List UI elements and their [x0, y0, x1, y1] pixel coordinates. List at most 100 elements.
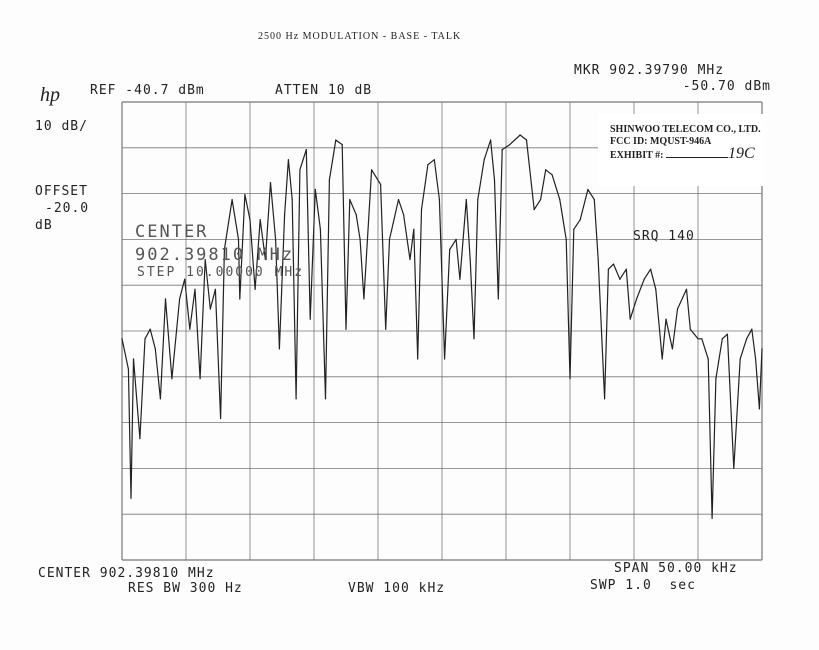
trace-point: [597, 258, 599, 261]
trace-point: [433, 159, 435, 161]
trace-point: [171, 378, 173, 380]
resolution-bandwidth: RES BW 300 Hz: [128, 581, 243, 596]
trace-point: [559, 198, 561, 201]
trace-point: [603, 398, 606, 400]
trace-point: [397, 198, 400, 201]
trace-point: [761, 348, 763, 350]
attenuation: ATTEN 10 dB: [275, 83, 373, 98]
trace-point: [388, 238, 391, 240]
trace-point: [149, 328, 151, 330]
trace-point: [715, 378, 717, 380]
trace-point: [525, 139, 528, 141]
trace-point: [154, 348, 156, 350]
trace-point: [283, 214, 286, 216]
trace-point: [438, 198, 441, 201]
trace-point: [539, 198, 542, 201]
exhibit-number-handwritten: 19C: [727, 145, 755, 162]
trace-point: [204, 258, 206, 261]
trace-point: [629, 318, 631, 320]
overlay-center-label: CENTER: [135, 222, 209, 242]
trace-point: [427, 164, 429, 166]
offset-value: -20.0: [45, 201, 90, 216]
overlay-center-value: 902.39810 MHz: [135, 245, 295, 265]
trace-point: [324, 398, 327, 400]
trace-point: [661, 358, 663, 360]
trace-point: [359, 238, 361, 240]
trace-point: [643, 278, 645, 280]
trace-point: [593, 198, 595, 201]
hp-logo: hp: [40, 84, 60, 106]
trace-point: [314, 188, 316, 191]
trace-point: [721, 338, 723, 340]
trace-point: [573, 228, 575, 230]
trace-point: [295, 398, 297, 400]
trace-point: [676, 308, 679, 310]
trace-point: [223, 248, 225, 251]
trace-point: [619, 278, 621, 280]
trace-point: [254, 288, 256, 290]
trace-point: [477, 198, 479, 201]
trace-point: [755, 358, 757, 360]
trace-point: [707, 358, 709, 360]
trace-point: [455, 238, 457, 240]
trace-point: [159, 398, 161, 400]
trace-point: [379, 183, 382, 186]
trace-point: [465, 198, 467, 201]
trace-point: [417, 358, 419, 360]
trace-point: [403, 214, 405, 216]
trace-point: [278, 348, 281, 350]
trace-point: [231, 198, 233, 201]
offset-label: OFFSET: [35, 184, 88, 199]
trace-point: [607, 268, 610, 270]
trace-point: [130, 497, 132, 499]
offset-unit: dB: [35, 218, 53, 233]
trace-point: [671, 348, 674, 350]
trace-point: [363, 298, 365, 300]
span: SPAN 50.00 kHz: [614, 561, 738, 576]
trace-point: [237, 238, 240, 240]
video-bandwidth: VBW 100 kHz: [348, 581, 446, 596]
trace-point: [650, 268, 652, 270]
reference-level: REF -40.7 dBm: [90, 83, 205, 98]
trace-point: [726, 333, 729, 335]
trace-points: [121, 134, 763, 519]
trace-point: [685, 288, 688, 290]
trace-point: [328, 179, 330, 181]
trace-point: [443, 358, 446, 360]
trace-point: [758, 408, 761, 410]
trace-point: [579, 219, 581, 221]
overlay-step: STEP 10.00000 MHz: [137, 265, 305, 280]
marker-level: -50.70 dBm: [682, 79, 771, 94]
trace-point: [309, 318, 311, 320]
trace-point: [341, 143, 343, 146]
trace-point: [132, 358, 135, 360]
trace-point: [612, 263, 615, 265]
srq-indicator: SRQ 140: [633, 229, 695, 244]
fcc-id: FCC ID: MQUST-946A: [610, 136, 712, 147]
sweep-time: SWP 1.0 sec: [590, 578, 696, 593]
trace-point: [371, 169, 373, 171]
trace-point: [497, 298, 499, 300]
trace-point: [449, 248, 451, 251]
trace-point: [275, 238, 277, 240]
trace-point: [655, 288, 657, 290]
trace-point: [739, 358, 741, 360]
exhibit-label-box: SHINWOO TELECOM CO., LTD. FCC ID: MQUST-…: [598, 114, 764, 186]
trace-point: [545, 169, 547, 171]
trace-point: [519, 134, 521, 136]
exhibit-label: EXHIBIT #:: [610, 150, 664, 161]
trace-point: [219, 417, 222, 420]
trace-point: [587, 188, 589, 191]
trace-point: [239, 298, 241, 300]
trace-point: [459, 278, 461, 280]
exhibit-row: EXHIBIT #: 19C: [610, 145, 764, 162]
trace-point: [249, 219, 251, 221]
trace-point: [335, 139, 337, 141]
trace-point: [319, 228, 321, 230]
plot-title: 2500 Hz MODULATION - BASE - TALK: [258, 31, 462, 42]
trace-point: [490, 139, 492, 141]
trace-point: [299, 169, 301, 171]
trace-point: [214, 288, 217, 290]
trace-point: [493, 179, 496, 181]
trace-point: [355, 214, 357, 216]
